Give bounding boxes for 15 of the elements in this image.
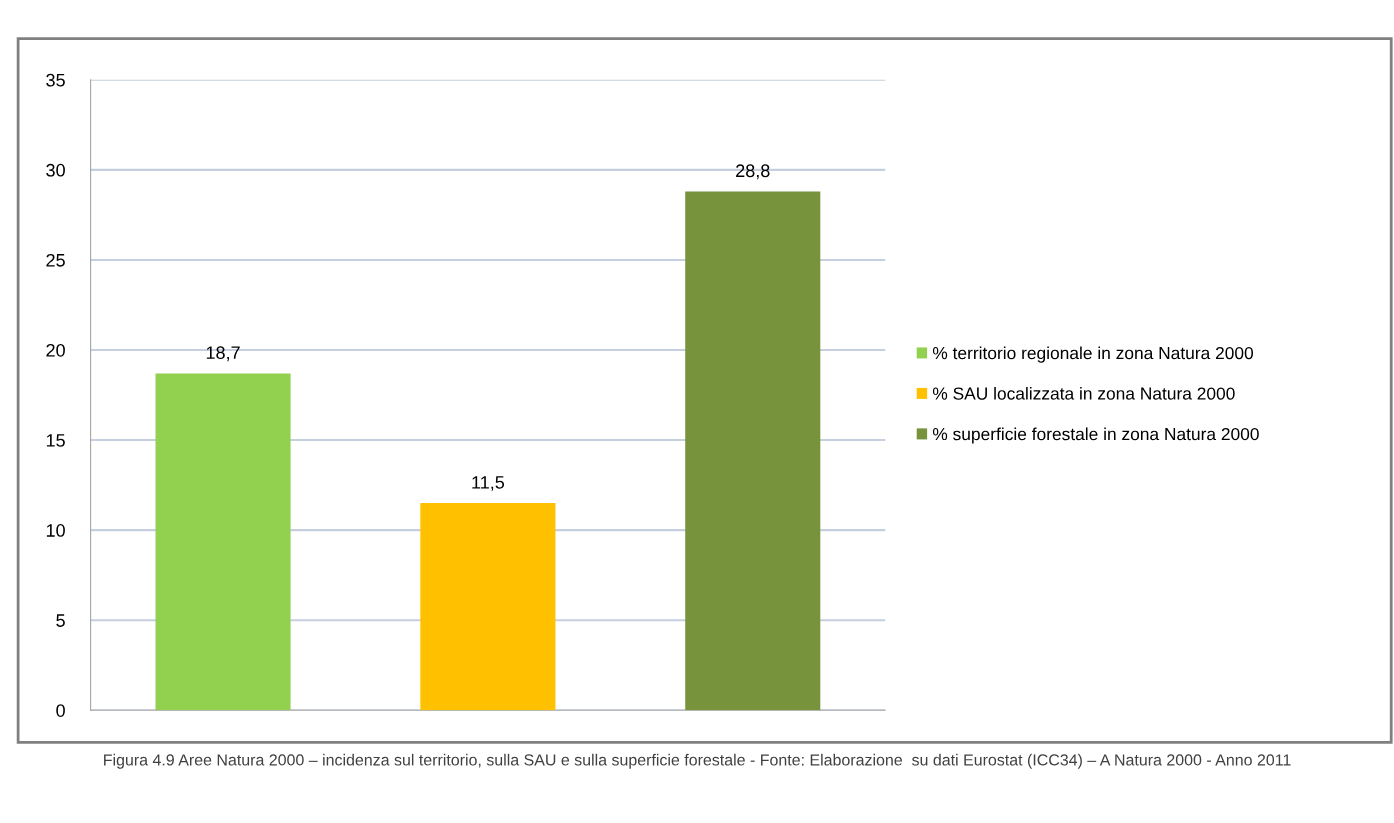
- y-tick-label: 20: [46, 343, 65, 357]
- data-label: 18,7: [206, 346, 240, 362]
- legend-label: % territorio regionale in zona Natura 2000: [932, 346, 1254, 363]
- legend-label: % SAU localizzata in zona Natura 2000: [932, 386, 1235, 400]
- data-label: 11,5: [472, 476, 505, 491]
- y-tick-label: 5: [56, 614, 65, 627]
- y-tick-label: 10: [46, 524, 65, 537]
- y-tick-label: 15: [46, 434, 65, 447]
- y-tick-label: 0: [56, 704, 65, 717]
- text: Figura 4.9 Aree Natura 2000 – incidenza sul territorio, sulla SAU e sulla superficie forestale - Fonte: Elaborazione su dati Eurostat (ICC34) – A Natura 2000 - Anno 2011: [104, 753, 1291, 769]
- y-tick-label: 25: [46, 253, 65, 267]
- y-tick-label: 35: [46, 73, 65, 87]
- legend-label: % superficie forestale in zona Natura 2000: [932, 427, 1259, 444]
- data-label: 28,8: [736, 164, 770, 180]
- y-tick-label: 30: [46, 163, 65, 177]
